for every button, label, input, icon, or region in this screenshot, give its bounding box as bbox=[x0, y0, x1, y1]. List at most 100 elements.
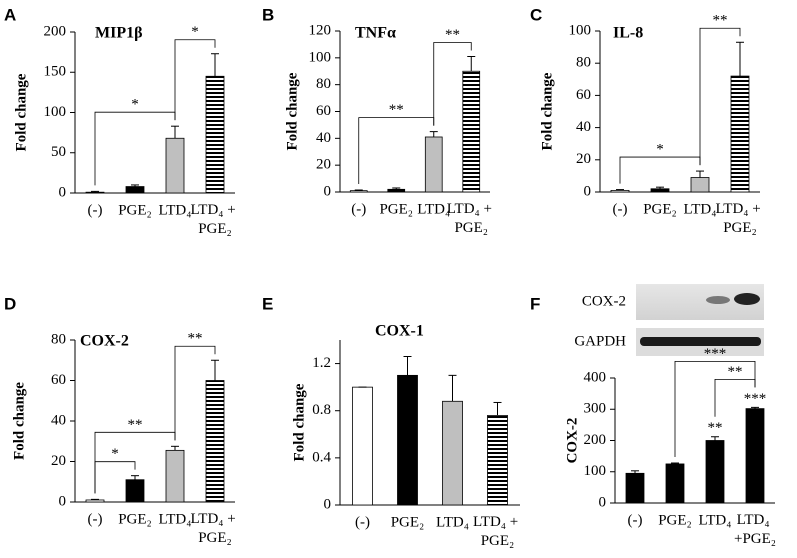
x-tick-label: PGE₂ bbox=[118, 202, 152, 218]
panel-label: C bbox=[530, 5, 542, 24]
y-axis-label: Fold change bbox=[284, 72, 300, 150]
significance-label: * bbox=[131, 97, 139, 113]
x-tick-label: PGE₂ bbox=[658, 512, 692, 528]
chart-title: IL-8 bbox=[613, 25, 643, 42]
chart-title: COX-1 bbox=[375, 323, 424, 340]
y-tick-label: 40 bbox=[316, 130, 331, 146]
bar bbox=[165, 137, 185, 194]
western-blot bbox=[636, 284, 764, 356]
blot-label: COX-2 bbox=[582, 293, 626, 309]
x-tick-label: LTD₄ + PGE₂ bbox=[473, 514, 522, 549]
y-tick-label: 60 bbox=[51, 372, 66, 388]
x-tick-label: (-) bbox=[351, 201, 366, 217]
y-axis-label: Fold change bbox=[13, 73, 29, 151]
significance-label: *** bbox=[744, 391, 767, 407]
y-tick-label: 300 bbox=[584, 401, 607, 417]
x-tick-label: (-) bbox=[628, 512, 643, 528]
panel-label: D bbox=[4, 294, 16, 313]
y-tick-label: 80 bbox=[316, 76, 331, 92]
bar bbox=[462, 70, 481, 193]
significance-label: ** bbox=[445, 27, 460, 43]
y-tick-label: 100 bbox=[44, 104, 67, 120]
panel-label: A bbox=[4, 5, 16, 24]
bar bbox=[352, 386, 373, 506]
bar bbox=[125, 186, 145, 194]
bar bbox=[610, 189, 630, 193]
x-tick-label: LTD₄ bbox=[158, 202, 191, 218]
bar bbox=[442, 400, 463, 506]
x-tick-label: LTD₄ bbox=[417, 201, 450, 217]
chart-title: MIP1β bbox=[95, 25, 143, 42]
bar bbox=[85, 499, 105, 503]
bar bbox=[730, 75, 750, 193]
bar bbox=[745, 408, 765, 504]
significance-label: ** bbox=[128, 417, 143, 433]
x-tick-label: PGE₂ bbox=[643, 201, 677, 217]
y-tick-label: 40 bbox=[51, 412, 66, 428]
x-tick-label: LTD₄ bbox=[698, 512, 731, 528]
y-axis-label: COX-2 bbox=[564, 418, 580, 464]
significance-bracket bbox=[174, 345, 216, 441]
x-tick-label: (-) bbox=[355, 514, 370, 530]
y-tick-label: 0 bbox=[59, 184, 67, 200]
x-tick-label: LTD₄ + PGE₂ bbox=[716, 201, 765, 236]
significance-label: ** bbox=[188, 331, 203, 347]
significance-label: *** bbox=[704, 346, 727, 362]
bar bbox=[397, 374, 418, 506]
chart-title: TNFα bbox=[355, 25, 396, 42]
y-tick-label: 20 bbox=[316, 157, 331, 173]
significance-bracket bbox=[358, 117, 435, 184]
x-tick-label: (-) bbox=[88, 511, 103, 527]
significance-label: * bbox=[111, 446, 119, 462]
y-tick-label: 200 bbox=[44, 23, 67, 39]
bar bbox=[125, 479, 145, 503]
x-tick-label: (-) bbox=[88, 202, 103, 218]
y-tick-label: 100 bbox=[569, 22, 592, 38]
y-tick-label: 40 bbox=[576, 119, 591, 135]
bar bbox=[205, 380, 225, 503]
y-tick-label: 120 bbox=[309, 22, 332, 38]
significance-bracket bbox=[433, 42, 472, 126]
panel-label: B bbox=[262, 5, 274, 24]
bar bbox=[349, 190, 368, 193]
y-tick-label: 1.2 bbox=[312, 355, 331, 371]
bar bbox=[165, 449, 185, 503]
x-tick-label: PGE₂ bbox=[391, 514, 425, 530]
y-tick-label: 50 bbox=[51, 144, 66, 160]
y-tick-label: 0 bbox=[599, 494, 607, 510]
y-axis-label: Fold change bbox=[539, 72, 555, 150]
y-tick-label: 60 bbox=[316, 103, 331, 119]
significance-bracket bbox=[94, 111, 176, 186]
y-tick-label: 100 bbox=[584, 463, 607, 479]
significance-bracket bbox=[674, 360, 756, 457]
x-tick-label: PGE₂ bbox=[379, 201, 413, 217]
x-tick-label: LTD₄ bbox=[436, 514, 469, 530]
bar bbox=[625, 472, 645, 504]
y-tick-label: 100 bbox=[309, 49, 332, 65]
bar bbox=[487, 415, 508, 506]
bar bbox=[650, 188, 670, 193]
y-tick-label: 80 bbox=[51, 331, 66, 347]
bar bbox=[387, 188, 406, 193]
bar bbox=[205, 75, 225, 194]
significance-bracket bbox=[619, 156, 701, 184]
bar bbox=[85, 191, 105, 194]
significance-bracket bbox=[699, 27, 741, 166]
bar bbox=[690, 177, 710, 193]
panel-label: F bbox=[530, 294, 540, 313]
bar bbox=[705, 440, 725, 504]
y-tick-label: 150 bbox=[44, 64, 67, 80]
y-tick-label: 400 bbox=[584, 369, 607, 385]
y-tick-label: 80 bbox=[576, 55, 591, 71]
y-tick-label: 0.8 bbox=[312, 402, 331, 418]
y-tick-label: 60 bbox=[576, 87, 591, 103]
significance-label: * bbox=[191, 24, 199, 40]
x-tick-label: LTD₄ + PGE₂ bbox=[447, 201, 496, 236]
y-tick-label: 200 bbox=[584, 432, 607, 448]
y-axis-label: Fold change bbox=[11, 382, 27, 460]
significance-label: ** bbox=[389, 102, 404, 118]
chart-title: COX-2 bbox=[80, 333, 129, 350]
x-tick-label: LTD₄ +PGE₂ bbox=[734, 512, 776, 547]
x-tick-label: (-) bbox=[613, 201, 628, 217]
significance-label: ** bbox=[713, 13, 728, 29]
